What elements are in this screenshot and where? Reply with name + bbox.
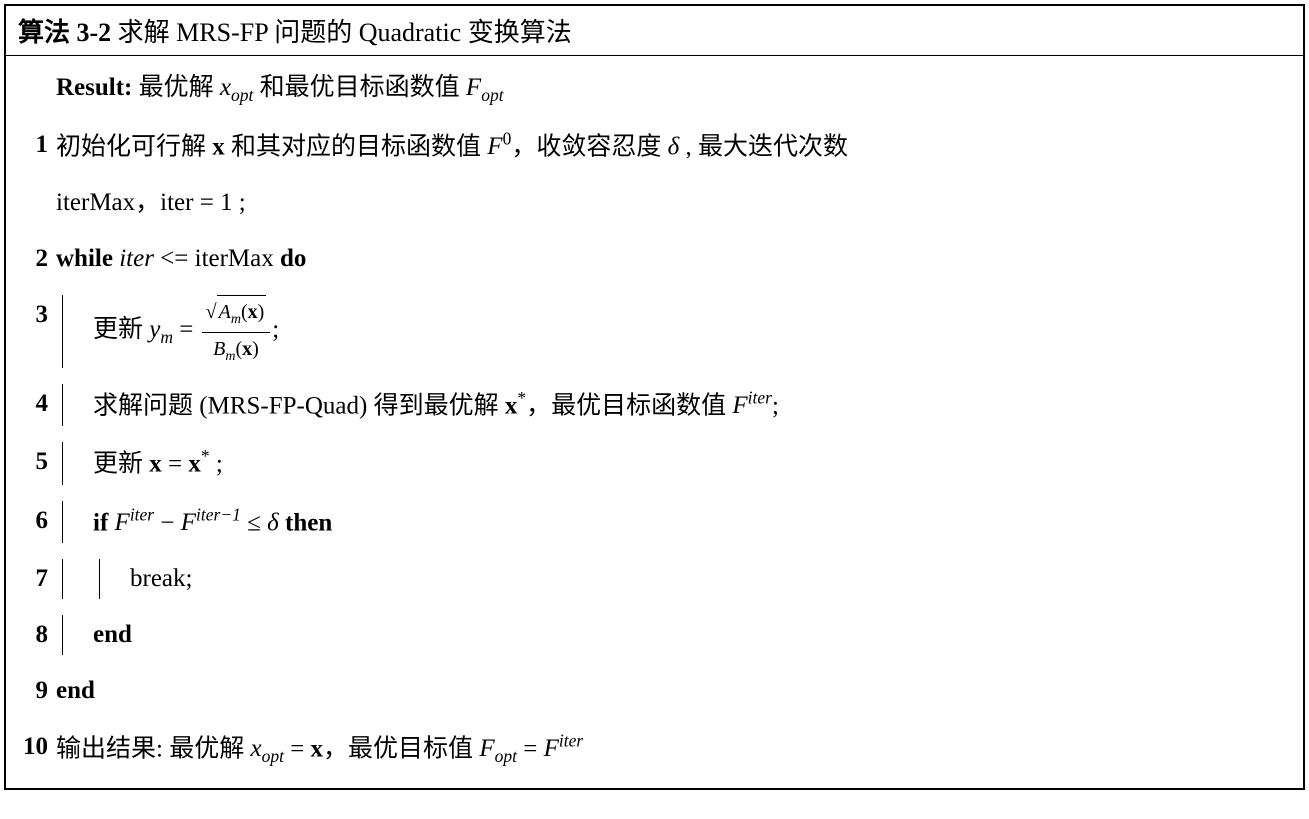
fraction: √Am(x)Bm(x) [202,295,271,368]
algorithm-label: 算法 3-2 [18,18,111,47]
line-5-content: 更新 x = x* ; [56,442,1289,484]
line-num-1: 1 [20,125,56,165]
line-num-2: 2 [20,239,56,279]
line-num-5: 5 [20,442,56,482]
line-5: 5 更新 x = x* ; [20,442,1289,484]
result-text-2: 和最优目标函数值 [253,74,466,101]
line-10-content: 输出结果: 最优解 xopt = x，最优目标值 Fopt = Fiter [56,727,1289,770]
result-var-x: xopt [220,74,253,101]
line-7: 7 break; [20,559,1289,599]
line-num-4: 4 [20,384,56,424]
line-7-content: break; [56,559,1289,599]
line-3: 3 更新 ym = √Am(x)Bm(x); [20,295,1289,368]
line-2: 2 while iter <= iterMax do [20,239,1289,279]
vbar-8 [62,615,63,655]
line-4-content: 求解问题 (MRS-FP-Quad) 得到最优解 x*，最优目标函数值 Fite… [56,384,1289,426]
line-1: 1 初始化可行解 x 和其对应的目标函数值 F0，收敛容忍度 δ , 最大迭代次… [20,125,1289,223]
algorithm-box: 算法 3-2 求解 MRS-FP 问题的 Quadratic 变换算法 Resu… [4,4,1305,790]
line-3-content: 更新 ym = √Am(x)Bm(x); [56,295,1289,368]
vbar-3 [62,295,63,368]
result-text-1: 最优解 [132,74,220,101]
algorithm-title: 算法 3-2 求解 MRS-FP 问题的 Quadratic 变换算法 [6,6,1303,56]
line-num-8: 8 [20,615,56,655]
line-9: 9 end [20,671,1289,711]
line-6: 6 if Fiter − Fiter−1 ≤ δ then [20,501,1289,543]
line-num-3: 3 [20,295,56,335]
line-num-6: 6 [20,501,56,541]
line-2-content: while iter <= iterMax do [56,239,1289,279]
line-4: 4 求解问题 (MRS-FP-Quad) 得到最优解 x*，最优目标函数值 Fi… [20,384,1289,426]
vbar-5 [62,442,63,484]
line-10: 10 输出结果: 最优解 xopt = x，最优目标值 Fopt = Fiter [20,727,1289,770]
result-var-F: Fopt [466,74,504,101]
vbar-7b [99,559,100,599]
line-num-7: 7 [20,559,56,599]
result-line: Result: 最优解 xopt 和最优目标函数值 Fopt [20,68,1289,109]
algorithm-body: Result: 最优解 xopt 和最优目标函数值 Fopt 1 初始化可行解 … [6,56,1303,788]
algorithm-title-text: 求解 MRS-FP 问题的 Quadratic 变换算法 [111,18,572,47]
line-9-content: end [56,671,1289,711]
vbar-7a [62,559,63,599]
result-label: Result: [56,74,132,101]
line-num-9: 9 [20,671,56,711]
line-num-10: 10 [20,727,56,767]
line-8-content: end [56,615,1289,655]
line-6-content: if Fiter − Fiter−1 ≤ δ then [56,501,1289,543]
vbar-6 [62,501,63,543]
vbar-4 [62,384,63,426]
line-1-content: 初始化可行解 x 和其对应的目标函数值 F0，收敛容忍度 δ , 最大迭代次数 … [56,125,1289,223]
line-8: 8 end [20,615,1289,655]
line-1-continuation: iterMax，iter = 1 ; [56,183,1289,223]
